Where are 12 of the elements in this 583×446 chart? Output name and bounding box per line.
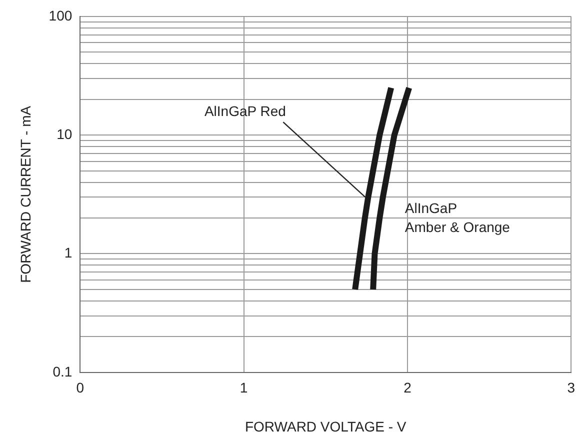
x-axis-title: FORWARD VOLTAGE - V <box>244 418 407 434</box>
y-tick-label: 10 <box>56 126 72 142</box>
x-tick-label: 0 <box>76 380 84 396</box>
x-tick-label: 1 <box>240 380 248 396</box>
x-tick-label: 2 <box>404 380 412 396</box>
text: AlInGaP Red <box>204 102 286 119</box>
y-axis-title: FORWARD CURRENT - mA <box>17 105 34 283</box>
x-tick-label: 3 <box>567 380 576 396</box>
series-label: AlInGaP Amber & Orange <box>404 200 510 235</box>
y-tick-label: 0.1 <box>52 363 72 380</box>
y-tick-label: 1 <box>64 244 72 261</box>
y-tick-label: 100 <box>48 7 72 24</box>
